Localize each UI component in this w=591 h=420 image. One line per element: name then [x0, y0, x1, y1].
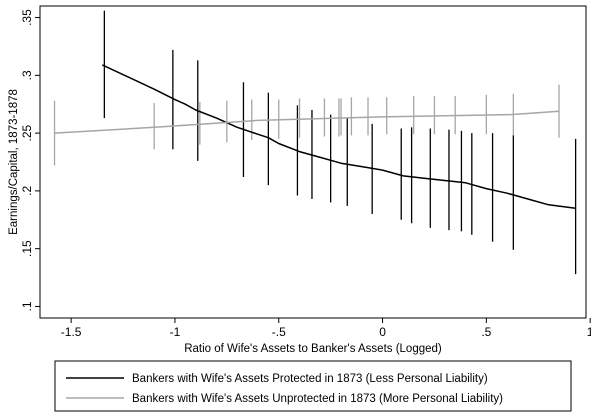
plot-frame: [39, 5, 587, 319]
x-axis: -1.5 -1 -.5 0 .5 1: [61, 318, 591, 339]
x-tick-label: -1.5: [61, 325, 82, 339]
series-lines: [54, 64, 576, 209]
legend-box: [54, 360, 572, 412]
y-tick-label: .1: [20, 301, 34, 311]
y-tick-label: .35: [20, 9, 34, 26]
y-axis: .1 .15 .2 .25 .3 .35: [20, 9, 40, 311]
y-axis-title: Earnings/Capital, 1873-1878: [8, 89, 20, 235]
x-tick-label: 1: [587, 325, 591, 339]
x-tick-label: 0: [379, 325, 386, 339]
y-tick-label: .2: [20, 186, 34, 196]
x-axis-title: Ratio of Wife's Assets to Banker's Asset…: [184, 343, 442, 355]
error-bars-protected: [103, 10, 577, 275]
legend-label-protected: Bankers with Wife's Assets Protected in …: [132, 373, 488, 385]
series-line-unprotected: [54, 110, 560, 134]
y-tick-label: .15: [20, 240, 34, 257]
x-tick-label: .5: [481, 325, 491, 339]
series-line-protected: [101, 64, 576, 209]
legend-label-unprotected: Bankers with Wife's Assets Unprotected i…: [132, 393, 503, 405]
x-tick-label: -.5: [272, 325, 286, 339]
y-tick-label: .25: [20, 124, 34, 141]
x-tick-label: -1: [170, 325, 181, 339]
y-tick-label: .3: [20, 70, 34, 80]
